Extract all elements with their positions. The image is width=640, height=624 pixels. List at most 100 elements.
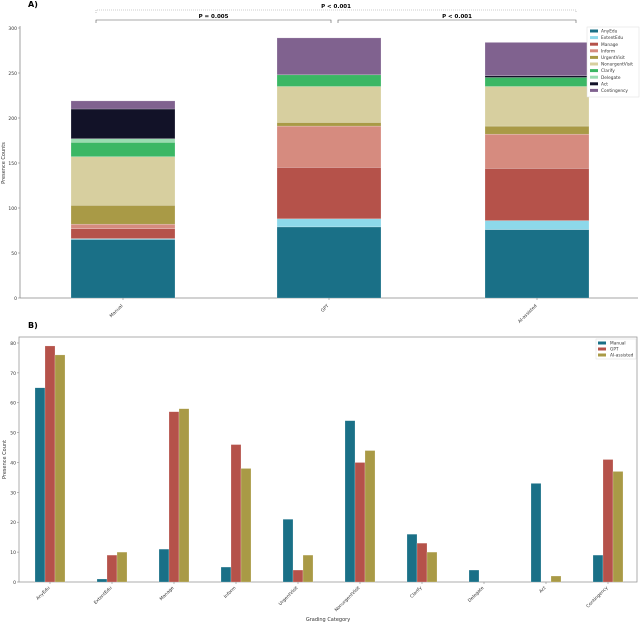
legend-label: Manage <box>601 42 618 48</box>
legend-swatch <box>590 49 598 53</box>
stacked-bar-segment <box>70 100 176 110</box>
x-axis-title-b: Grading Category <box>306 617 350 623</box>
x-tick-label-b: NonurgentVisit <box>334 585 362 613</box>
plot-frame-b <box>18 336 638 583</box>
legend-swatch <box>598 347 606 351</box>
grouped-bar <box>364 450 376 583</box>
legend-label: Manual <box>610 341 626 347</box>
significance-bracket <box>337 19 577 23</box>
grouped-bar <box>178 408 190 583</box>
x-tick-label-b: Inform <box>223 585 238 600</box>
legend-label: Delegate <box>601 75 621 81</box>
y-tick-label-b: 50 <box>10 431 16 437</box>
grouped-bar <box>34 387 46 583</box>
stacked-bar-segment <box>276 218 382 228</box>
legend-swatch <box>590 29 598 33</box>
significance-label: P = 0.005 <box>199 14 229 20</box>
stacked-bar-segment <box>484 86 590 127</box>
grouped-bar <box>354 462 366 583</box>
y-axis-title-a: Presence Counts <box>1 142 7 184</box>
y-tick-label-a: 300 <box>8 26 17 32</box>
stacked-bar-segment <box>70 142 176 157</box>
stacked-bar-segment <box>70 108 176 139</box>
x-tick-label-a: AI-assisted <box>517 303 539 325</box>
x-tick-label-b: Clarify <box>409 585 424 600</box>
y-tick-label-b: 20 <box>10 520 16 526</box>
legend-label: UrgentVisit <box>601 55 625 61</box>
grouped-bar <box>106 554 118 583</box>
legend-swatch <box>590 42 598 46</box>
significance-bracket <box>95 9 577 13</box>
stacked-bar-segment <box>70 239 176 299</box>
stacked-bar-segment <box>70 228 176 239</box>
significance-label: P < 0.001 <box>442 14 472 20</box>
x-tick-label-b: Act <box>538 585 548 595</box>
legend-swatch <box>590 75 598 79</box>
x-tick-label-a: GPT <box>320 303 331 314</box>
legend-label: Clarify <box>601 68 615 74</box>
significance-bracket <box>95 19 332 23</box>
grouped-bar <box>406 533 418 583</box>
legend-label: NonurgentVisit <box>601 62 633 68</box>
grouped-bar <box>292 569 304 583</box>
stacked-bar-segment <box>484 77 590 87</box>
stacked-bar-segment <box>276 74 382 87</box>
stacked-bar-segment <box>484 168 590 221</box>
stacked-bar-segment <box>276 167 382 220</box>
grouped-bar <box>220 566 232 583</box>
grouped-bar <box>426 551 438 583</box>
stacked-bar-segment <box>484 133 590 169</box>
panel-label-a: A) <box>28 0 38 9</box>
stacked-bar-segment <box>276 86 382 123</box>
stacked-bar-segment <box>484 42 590 76</box>
grouped-bar <box>230 444 242 583</box>
stacked-bar-segment <box>484 220 590 230</box>
stacked-bar-segment <box>484 75 590 78</box>
legend-label: GPT <box>610 347 619 353</box>
legend-swatch <box>590 62 598 66</box>
grouped-bar <box>468 569 480 583</box>
y-tick-label-a: 200 <box>8 116 17 122</box>
y-tick-label-b: 0 <box>13 580 16 586</box>
legend-label: Contingency <box>601 88 628 94</box>
legend-label: Inform <box>601 48 615 54</box>
grouped-bar <box>240 468 252 583</box>
x-tick-label-b: ExtentEdu <box>93 585 114 606</box>
grouped-bar <box>168 411 180 583</box>
y-tick-label-a: 50 <box>11 251 17 257</box>
stacked-bar-segment <box>276 37 382 76</box>
grouped-bar <box>44 345 56 583</box>
stacked-bar-segment <box>276 226 382 299</box>
grouped-bar <box>96 578 108 583</box>
y-tick-label-b: 80 <box>10 341 16 347</box>
y-tick-label-b: 10 <box>10 550 16 556</box>
legend-swatch <box>590 69 598 73</box>
grouped-bar <box>158 548 170 583</box>
stacked-bar-segment <box>276 122 382 127</box>
grouped-bar <box>592 554 604 583</box>
grouped-bar <box>116 551 128 583</box>
y-tick-label-b: 70 <box>10 371 16 377</box>
y-tick-label-b: 60 <box>10 401 16 407</box>
grouped-bar <box>54 354 66 583</box>
legend-swatch <box>598 353 606 357</box>
y-tick-label-a: 150 <box>8 161 17 167</box>
stacked-bar-segment <box>70 223 176 229</box>
grouped-bar <box>602 459 614 583</box>
legend-label: Act <box>601 81 608 87</box>
panel-label-b: B) <box>28 321 38 330</box>
grouped-bar <box>612 471 624 583</box>
legend-label: AnyEdu <box>601 29 618 35</box>
stacked-bar-segment <box>70 205 176 225</box>
stacked-bar-segment <box>484 229 590 299</box>
stacked-bar-segment <box>484 125 590 135</box>
legend-swatch <box>590 88 598 92</box>
significance-label: P < 0.001 <box>321 4 351 10</box>
legend-swatch <box>590 36 598 40</box>
grouped-bar <box>550 575 562 583</box>
legend-swatch <box>590 82 598 86</box>
legend-swatch <box>598 341 606 345</box>
x-tick-label-b: UrgentVisit <box>278 585 300 607</box>
